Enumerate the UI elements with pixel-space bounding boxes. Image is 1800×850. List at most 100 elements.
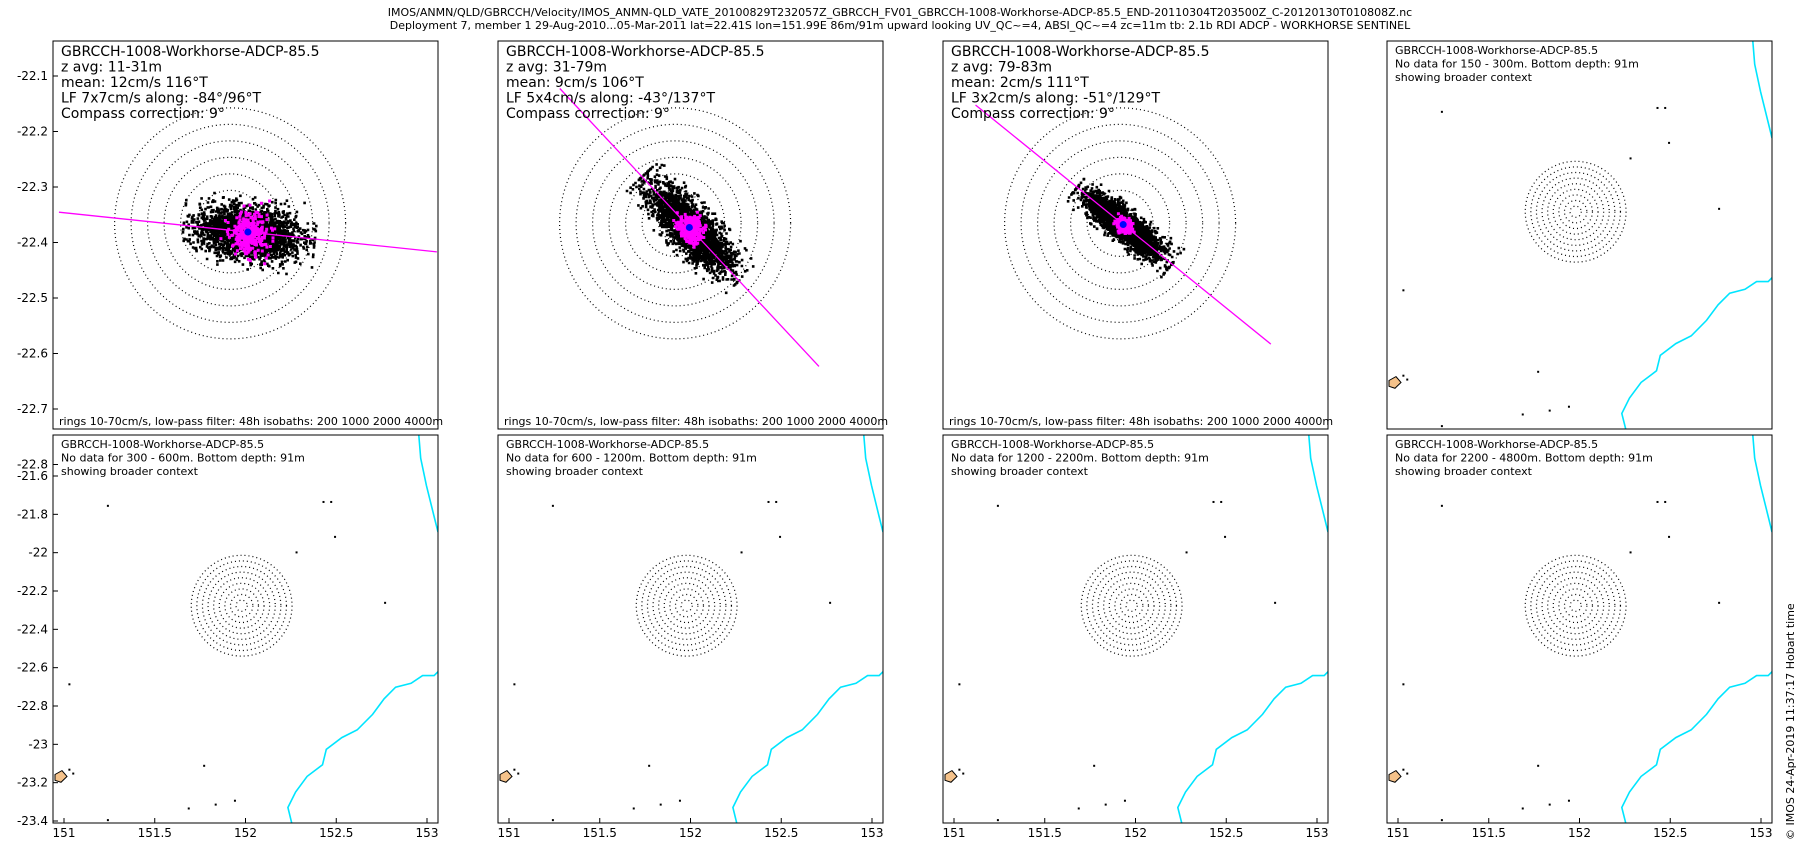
reef-speck [1402,289,1405,292]
x-tick-label: 153 [1306,826,1329,840]
panel-label-line: No data for 2200 - 4800m. Bottom depth: … [1395,452,1653,465]
speed-ring [147,140,314,307]
x-tick-label: 151 [943,826,966,840]
coastline-north [418,435,438,533]
speed-ring [235,599,248,612]
reef-speck [1440,110,1443,113]
speed-ring [1036,140,1204,307]
panel-frame [1386,434,1773,824]
panel-label-line: No data for 150 - 300m. Bottom depth: 91… [1395,58,1639,71]
reef-speck [295,551,298,554]
speed-ring [1003,107,1237,340]
panel-label-line: GBRCCH-1008-Workhorse-ADCP-85.5 [1395,438,1598,451]
panel-plot-area [975,104,1272,345]
reef-speck [68,768,71,771]
y-tick-label: -21.6 [17,469,48,483]
x-tick-label: 152 [234,826,257,840]
panel-label-line: GBRCCH-1008-Workhorse-ADCP-85.5 [951,44,1210,60]
speed-ring [641,560,733,652]
speed-ring [213,577,271,635]
reef-speck [1212,500,1215,503]
coastline-north [1752,435,1772,533]
reef-speck [1629,551,1632,554]
speed-ring [224,588,260,624]
speed-ring [201,565,282,646]
panel-7: GBRCCH-1008-Workhorse-ADCP-85.5No data f… [942,434,1329,840]
reef-speck [775,500,778,503]
panel-label-line: No data for 600 - 1200m. Bottom depth: 9… [506,452,757,465]
reef-speck [1548,409,1551,412]
panel-label-line: mean: 2cm/s 111°T [951,75,1089,91]
speed-ring [1535,565,1616,646]
reef-speck [551,819,554,822]
panel-plot-area [54,435,438,823]
reef-speck [1185,551,1188,554]
x-tick-label: 152.5 [1653,826,1687,840]
island-patch [1388,769,1402,783]
reef-speck [1537,764,1540,767]
reef-speck [632,807,635,810]
speed-ring [1563,199,1588,224]
speed-ring [196,560,288,652]
speed-ring [1020,123,1220,323]
reef-speck [829,601,832,604]
x-tick-label: 152.5 [1209,826,1243,840]
y-tick-label: -22.7 [17,402,48,416]
speed-ring [207,571,276,640]
panel-label-line: GBRCCH-1008-Workhorse-ADCP-85.5 [61,438,264,451]
speed-ring [1086,189,1154,257]
y-tick-label: -22 [28,546,48,560]
reef-speck [659,803,662,806]
panel-label-line: z avg: 79-83m [951,60,1052,76]
reef-speck [1440,425,1443,428]
y-tick-label: -22.6 [17,347,48,361]
reef-speck [767,500,770,503]
speed-ring [1547,183,1605,241]
panel-plot-area [58,107,437,340]
panel-label-line: Compass correction: 9° [61,106,225,122]
y-tick-label: -22.8 [17,699,48,713]
reef-speck [1567,799,1570,802]
panel-plot-area [944,435,1328,823]
reef-speck [958,683,961,686]
panel-frame [497,434,884,824]
panel-label-line: showing broader context [61,465,199,478]
y-tick-label: -23.4 [17,814,48,828]
speed-ring [190,554,293,657]
panel-frame [1386,40,1773,430]
y-tick-label: -22.1 [17,69,48,83]
speed-ring [1053,156,1187,290]
speed-ring [1558,588,1594,624]
panel-plot-area [558,88,820,367]
panel-label-line: LF 5x4cm/s along: -43°/137°T [506,91,715,107]
x-tick-label: 153 [416,826,439,840]
panel-2: rings 10-70cm/s, low-pass filter: 48h is… [497,40,888,430]
reef-speck [1567,405,1570,408]
y-tick-label: -22.4 [17,236,48,250]
speed-ring [1080,554,1183,657]
reef-speck [106,504,109,507]
speed-ring [669,588,705,624]
speed-ring [114,107,347,340]
reef-speck [233,799,236,802]
panel-footer: rings 10-70cm/s, low-pass filter: 48h is… [59,415,443,428]
panel-frame [942,434,1329,824]
reef-speck [1656,500,1659,503]
reef-speck [1406,378,1409,381]
speed-ring [1097,571,1166,640]
speed-ring [674,593,699,618]
island-patch [499,769,513,783]
panel-label-line: z avg: 11-31m [61,60,162,76]
mean-velocity-marker [1119,221,1127,229]
speed-ring [1530,560,1622,652]
reef-speck [962,772,965,775]
reef-speck [68,683,71,686]
panel-6: GBRCCH-1008-Workhorse-ADCP-85.5No data f… [497,434,884,840]
reef-speck [513,683,516,686]
speed-ring [1086,560,1178,652]
panel-label-line: showing broader context [506,465,644,478]
panel-frame [942,40,1329,430]
reef-speck [1440,504,1443,507]
reef-speck [214,803,217,806]
speed-ring [558,107,792,340]
